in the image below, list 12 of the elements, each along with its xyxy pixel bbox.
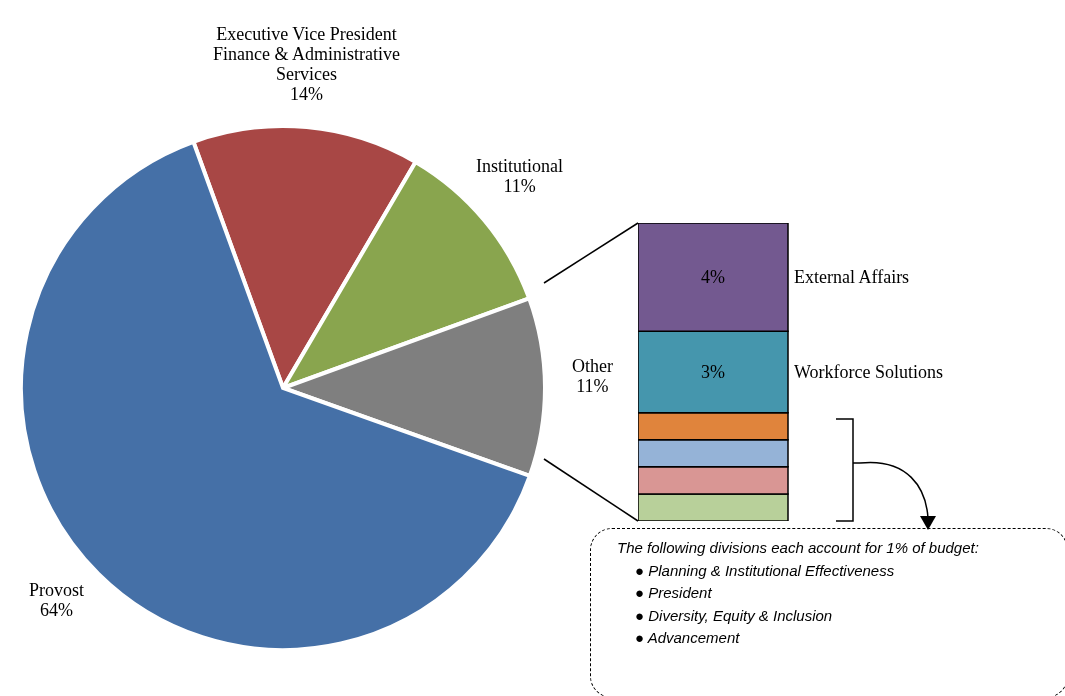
data-label: 3% — [701, 362, 725, 382]
data-label: 14% — [289, 83, 323, 104]
slice-label: Other — [571, 355, 613, 376]
data-label: 64% — [39, 600, 73, 621]
slice-label: Provost — [28, 580, 84, 601]
series-label: Workforce Solutions — [794, 362, 944, 382]
slice-label: Institutional — [476, 155, 564, 176]
slice-label: Executive Vice President Finance & Administrative Services — [213, 23, 400, 84]
series-label: External Affairs — [794, 267, 910, 288]
data-label: 4% — [701, 267, 725, 288]
data-label: 11% — [576, 375, 609, 396]
data-label: 11% — [503, 175, 536, 196]
